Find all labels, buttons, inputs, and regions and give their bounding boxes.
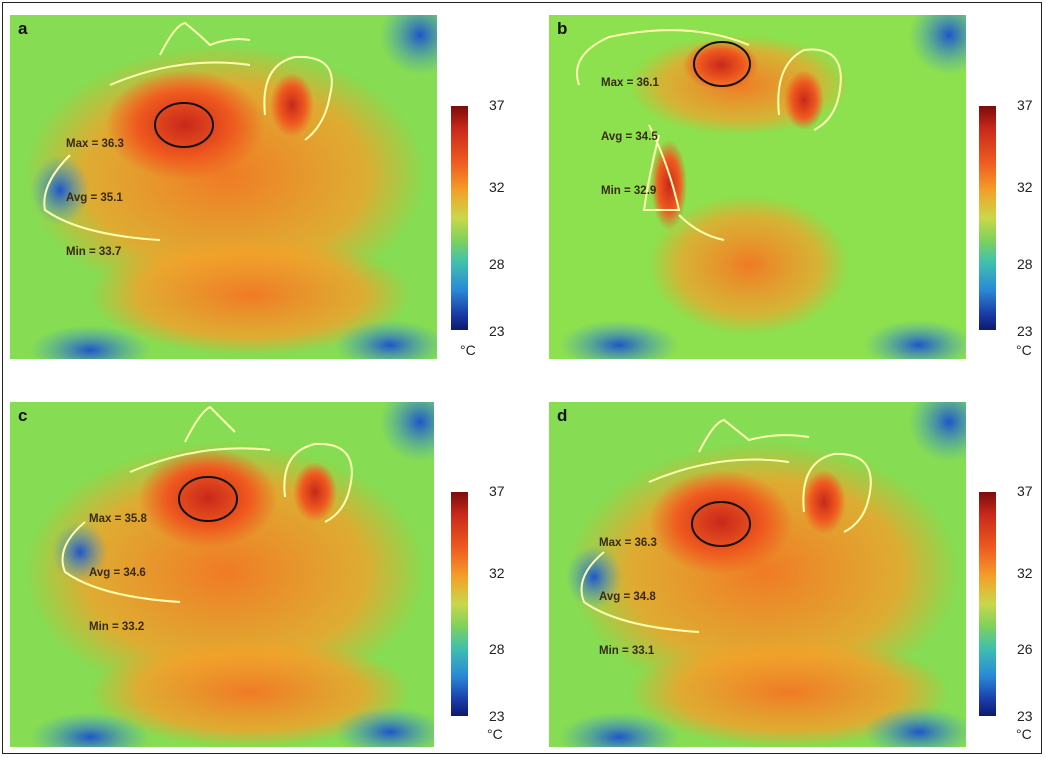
thermal-image-b: b Max = 36.1 Avg = 34.5 Min = 32.9 bbox=[549, 15, 966, 359]
stat-avg-c: Avg = 34.6 bbox=[89, 567, 146, 579]
thermal-heatmap-d bbox=[549, 402, 966, 747]
tick-d-37: 37 bbox=[1017, 483, 1033, 499]
tick-c-28: 28 bbox=[489, 641, 505, 657]
tick-a-28: 28 bbox=[489, 256, 505, 272]
tick-b-37: 37 bbox=[1017, 97, 1033, 113]
colorbar-a bbox=[451, 106, 468, 330]
stat-avg-a: Avg = 35.1 bbox=[66, 192, 123, 204]
stats-box-d: Max = 36.3 Avg = 34.8 Min = 33.1 bbox=[599, 498, 657, 696]
stat-min-c: Min = 33.2 bbox=[89, 621, 145, 633]
tick-d-32: 32 bbox=[1017, 565, 1033, 581]
tick-a-23: 23 bbox=[489, 323, 505, 339]
colorbar-b bbox=[979, 106, 996, 330]
thermal-heatmap-a bbox=[10, 15, 437, 359]
thermal-image-c: c Max = 35.8 Avg = 34.6 Min = 33.2 bbox=[10, 402, 434, 747]
unit-d: °C bbox=[1016, 726, 1032, 742]
stat-max-b: Max = 36.1 bbox=[601, 77, 659, 89]
tick-d-26: 26 bbox=[1017, 641, 1033, 657]
tick-a-32: 32 bbox=[489, 179, 505, 195]
unit-b: °C bbox=[1016, 342, 1032, 358]
stat-max-c: Max = 35.8 bbox=[89, 513, 147, 525]
tick-b-28: 28 bbox=[1017, 256, 1033, 272]
thermal-heatmap-c bbox=[10, 402, 434, 747]
stat-max-a: Max = 36.3 bbox=[66, 138, 124, 150]
thermal-image-d: d Max = 36.3 Avg = 34.8 Min = 33.1 bbox=[549, 402, 966, 747]
stats-box-b: Max = 36.1 Avg = 34.5 Min = 32.9 bbox=[601, 38, 659, 236]
colorbar-c bbox=[451, 492, 468, 716]
tick-b-23: 23 bbox=[1017, 323, 1033, 339]
stat-min-b: Min = 32.9 bbox=[601, 185, 657, 197]
stat-min-a: Min = 33.7 bbox=[66, 246, 122, 258]
colorbar-d bbox=[979, 492, 996, 716]
unit-c: °C bbox=[487, 726, 503, 742]
thermal-image-a: a Max = 36.3 Avg = 35.1 Min = 33.7 bbox=[10, 15, 437, 359]
unit-a: °C bbox=[460, 342, 476, 358]
stats-box-a: Max = 36.3 Avg = 35.1 Min = 33.7 bbox=[66, 99, 124, 297]
tick-d-23: 23 bbox=[1017, 708, 1033, 724]
panel-label-d: d bbox=[557, 406, 568, 425]
stat-avg-b: Avg = 34.5 bbox=[601, 131, 658, 143]
tick-b-32: 32 bbox=[1017, 179, 1033, 195]
panel-label-c: c bbox=[18, 406, 28, 425]
panel-label-b: b bbox=[557, 19, 568, 38]
stat-avg-d: Avg = 34.8 bbox=[599, 591, 656, 603]
tick-c-32: 32 bbox=[489, 565, 505, 581]
stat-min-d: Min = 33.1 bbox=[599, 645, 655, 657]
stat-max-d: Max = 36.3 bbox=[599, 537, 657, 549]
panel-label-a: a bbox=[18, 19, 28, 38]
stats-box-c: Max = 35.8 Avg = 34.6 Min = 33.2 bbox=[89, 474, 147, 672]
tick-c-23: 23 bbox=[489, 708, 505, 724]
tick-c-37: 37 bbox=[489, 483, 505, 499]
tick-a-37: 37 bbox=[489, 97, 505, 113]
thermal-heatmap-b bbox=[549, 15, 966, 359]
